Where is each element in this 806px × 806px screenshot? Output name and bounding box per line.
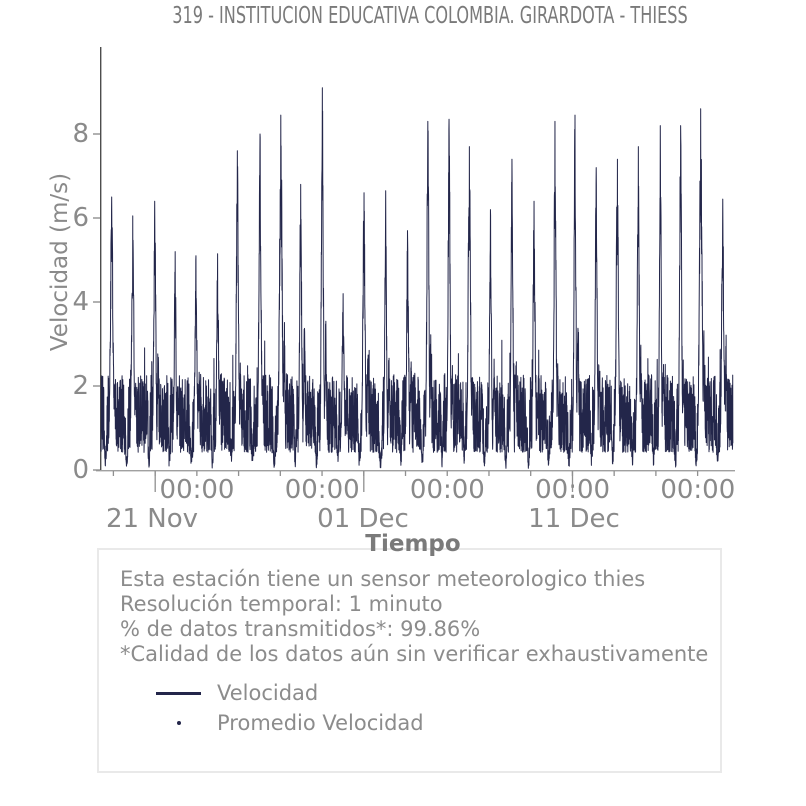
station-info-lines: Esta estación tiene un sensor meteorolog… (120, 567, 708, 667)
chart-title: 319 - INSTITUCION EDUCATIVA COLOMBIA. GI… (172, 3, 688, 29)
y-tick-mark (93, 133, 100, 135)
legend-label: Velocidad (217, 681, 319, 705)
x-minor-tick-mark (446, 471, 448, 476)
y-tick-label: 2 (72, 371, 89, 401)
x-axis-line (96, 470, 735, 472)
x-major-tick-mark (571, 471, 574, 492)
x-tick-date-label: 11 Dec (528, 504, 620, 534)
x-tick-time-label: 00:00 (159, 475, 235, 505)
x-minor-tick-mark (196, 471, 198, 476)
x-minor-tick-mark (655, 471, 657, 476)
station-info-legend-box: Esta estación tiene un sensor meteorolog… (97, 548, 722, 773)
x-minor-tick-mark (530, 471, 532, 476)
x-tick-date-label: 21 Nov (105, 504, 199, 534)
station-info-line: *Calidad de los datos aún sin verificar … (120, 642, 709, 666)
x-major-tick-mark (363, 471, 365, 492)
station-info-line: Esta estación tiene un sensor meteorolog… (120, 567, 646, 591)
x-minor-tick-mark (404, 471, 407, 476)
x-tick-time-label: 00:00 (284, 475, 360, 505)
y-axis-spine (100, 47, 102, 471)
x-tick-time-label: 00:00 (535, 475, 611, 505)
x-minor-tick-mark (237, 471, 240, 476)
legend-item-velocidad: Velocidad (99, 679, 720, 707)
station-info-line: % de datos transmitidos*: 99.86% (120, 617, 481, 641)
x-tick-date-label: 01 Dec (317, 504, 409, 534)
y-tick-mark (93, 217, 100, 219)
x-tick-time-label: 00:00 (660, 475, 736, 505)
x-minor-tick-mark (112, 471, 115, 476)
y-tick-label: 8 (72, 119, 89, 149)
x-minor-tick-mark (321, 471, 323, 476)
y-tick-label: 0 (72, 455, 89, 485)
x-axis-label: Tiempo (365, 531, 461, 557)
x-tick-time-label: 00:00 (409, 475, 485, 505)
velocidad-line-swatch (156, 691, 201, 695)
x-minor-tick-mark (488, 471, 490, 476)
x-major-tick-mark (154, 471, 156, 492)
legend-item-promedio-velocidad: Promedio Velocidad (99, 709, 720, 737)
axes-layer (93, 47, 735, 492)
velocidad-series-line (100, 87, 734, 469)
y-tick-label: 4 (72, 287, 89, 317)
x-minor-tick-mark (279, 471, 281, 476)
y-tick-mark (93, 469, 100, 471)
y-tick-label: 6 (72, 203, 89, 233)
legend-label: Promedio Velocidad (217, 711, 424, 735)
promedio-dot-swatch (177, 721, 181, 725)
x-minor-tick-mark (696, 471, 699, 476)
y-tick-mark (93, 385, 100, 387)
x-minor-tick-mark (613, 471, 615, 476)
station-info-line: Resolución temporal: 1 minuto (120, 592, 443, 616)
y-tick-mark (93, 301, 100, 303)
